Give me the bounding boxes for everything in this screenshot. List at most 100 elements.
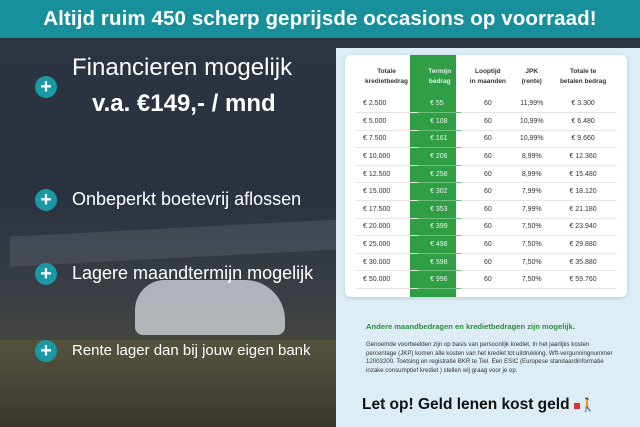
- dealer-sign: [10, 219, 340, 267]
- warning-text: Let op! Geld lenen kost geld 🚶: [362, 396, 596, 414]
- table-cell: € 2.500: [355, 95, 419, 114]
- table-cell: 60: [461, 253, 515, 272]
- column-header: Looptijd in maanden: [461, 58, 514, 95]
- table-cell: 7,50%: [514, 235, 550, 254]
- table-cell: 7,50%: [514, 253, 550, 272]
- car-photo: [135, 280, 285, 335]
- table-cell: 7,50%: [514, 270, 550, 290]
- table-cell: € 3.300: [549, 95, 617, 114]
- table-cell: € 6.480: [549, 112, 617, 131]
- walking-person-icon: 🚶: [573, 397, 596, 412]
- table-cell: 7,99%: [514, 182, 550, 202]
- table-cell: € 18.120: [549, 182, 617, 202]
- table-cell: 8,99%: [514, 147, 550, 166]
- table-cell: € 353: [418, 200, 462, 219]
- table-row: € 25.000 € 498 60 7,50% € 29.880: [355, 235, 617, 254]
- table-cell: 60: [461, 200, 515, 219]
- plus-circle-icon: +: [35, 189, 57, 211]
- table-cell: € 161: [418, 130, 462, 149]
- table-cell: € 10.000: [355, 147, 419, 166]
- table-cell: € 258: [418, 165, 462, 184]
- table-cell: 60: [461, 147, 515, 166]
- table-cell: 60: [461, 182, 515, 202]
- table-row: € 50.000 € 996 60 7,50% € 59.760: [355, 270, 617, 290]
- table-cell: 60: [461, 270, 515, 290]
- table-row: € 12.500 € 258 60 8,99% € 15.480: [355, 165, 617, 184]
- table-cell: € 598: [418, 253, 462, 272]
- table-cell: 7,50%: [514, 218, 550, 237]
- table-cell: € 15.480: [549, 165, 617, 184]
- table-row: € 5.000 € 108 60 10,99% € 6.480: [355, 112, 617, 131]
- table-cell: 10,99%: [514, 130, 550, 149]
- table-cell: € 15.000: [355, 182, 419, 202]
- table-cell: € 25.000: [355, 235, 419, 254]
- table-cell: 60: [461, 235, 515, 254]
- bullet-3: Rente lager dan bij jouw eigen bank: [72, 342, 311, 359]
- warning-label: Let op! Geld lenen kost geld: [362, 396, 570, 413]
- header-line: JPK: [525, 67, 539, 75]
- plus-circle-icon: +: [35, 76, 57, 98]
- column-header: JPK (rente): [514, 58, 549, 95]
- header-line: bedrag: [428, 77, 451, 85]
- table-cell: 60: [461, 130, 515, 149]
- table-cell: € 55: [418, 95, 462, 114]
- table-cell: € 29.880: [549, 235, 617, 254]
- column-header: Totale te betalen bedrag: [549, 58, 617, 95]
- table-cell: € 23.940: [549, 218, 617, 237]
- table-row: € 10.000 € 206 60 8,99% € 12.360: [355, 147, 617, 166]
- plus-circle-icon: +: [35, 263, 57, 285]
- table-cell: € 9.660: [549, 130, 617, 149]
- table-cell: € 59.760: [549, 270, 617, 290]
- table-cell: € 7.500: [355, 130, 419, 149]
- table-cell: € 302: [418, 182, 462, 202]
- header-line: Totale: [377, 67, 396, 75]
- table-cell: 60: [461, 218, 515, 237]
- price-from: v.a. €149,- / mnd: [92, 90, 276, 117]
- table-cell: € 12.360: [549, 147, 617, 166]
- table-cell: € 399: [418, 218, 462, 237]
- headline: Financieren mogelijk: [72, 54, 293, 81]
- fine-print: Genoemde voorbeelden zijn op basis van p…: [366, 341, 613, 374]
- header-line: betalen bedrag: [559, 77, 607, 85]
- table-cell: 60: [461, 112, 515, 131]
- table-cell: € 5.000: [355, 112, 419, 131]
- table-row: € 2.500 € 55 60 11,99% € 3.300: [355, 95, 617, 114]
- table-row: € 20.000 € 399 60 7,50% € 23.940: [355, 218, 617, 237]
- header-line: Looptijd: [475, 67, 501, 75]
- table-cell: 7,99%: [514, 200, 550, 219]
- bullet-1: Onbeperkt boetevrij aflossen: [72, 189, 302, 209]
- table-cell: € 20.000: [355, 218, 419, 237]
- table-cell: € 35.880: [549, 253, 617, 272]
- header-line: Termijn: [428, 67, 452, 75]
- table-cell: € 21.180: [549, 200, 617, 219]
- header-line: Totale te: [569, 67, 597, 75]
- table-row: € 7.500 € 161 60 10,99% € 9.660: [355, 130, 617, 149]
- table-cell: 11,99%: [514, 95, 550, 114]
- table-cell: € 996: [418, 270, 462, 290]
- grass: [0, 340, 340, 427]
- table-cell: 60: [461, 95, 515, 114]
- table-cell: € 30.000: [355, 253, 419, 272]
- table-cell: € 12.500: [355, 165, 419, 184]
- other-amounts-note: Andere maandbedragen en kredietbedragen …: [366, 322, 575, 331]
- bullet-2: Lagere maandtermijn mogelijk: [72, 263, 314, 283]
- table-row: € 15.000 € 302 60 7,99% € 18.120: [355, 182, 617, 202]
- top-banner: Altijd ruim 450 scherp geprijsde occasio…: [0, 0, 640, 38]
- finance-table: Totale kredietbedrag Termijn bedrag Looptijd…: [355, 58, 617, 290]
- header-line: (rente): [521, 77, 542, 85]
- plus-circle-icon: +: [35, 340, 57, 362]
- table-cell: 60: [461, 165, 515, 184]
- table-cell: € 498: [418, 235, 462, 254]
- table-row: € 30.000 € 598 60 7,50% € 35.880: [355, 253, 617, 272]
- header-line: in maanden: [469, 77, 506, 85]
- table-cell: € 108: [418, 112, 462, 131]
- header-line: kredietbedrag: [365, 77, 409, 85]
- table-cell: 8,99%: [514, 165, 550, 184]
- column-header: Termijn bedrag: [418, 58, 461, 95]
- table-cell: € 50.000: [355, 270, 419, 290]
- table-cell: 10,99%: [514, 112, 550, 131]
- table-cell: € 17.500: [355, 200, 419, 219]
- table-cell: € 206: [418, 147, 462, 166]
- table-row: € 17.500 € 353 60 7,99% € 21.180: [355, 200, 617, 219]
- column-header: Totale kredietbedrag: [355, 58, 418, 95]
